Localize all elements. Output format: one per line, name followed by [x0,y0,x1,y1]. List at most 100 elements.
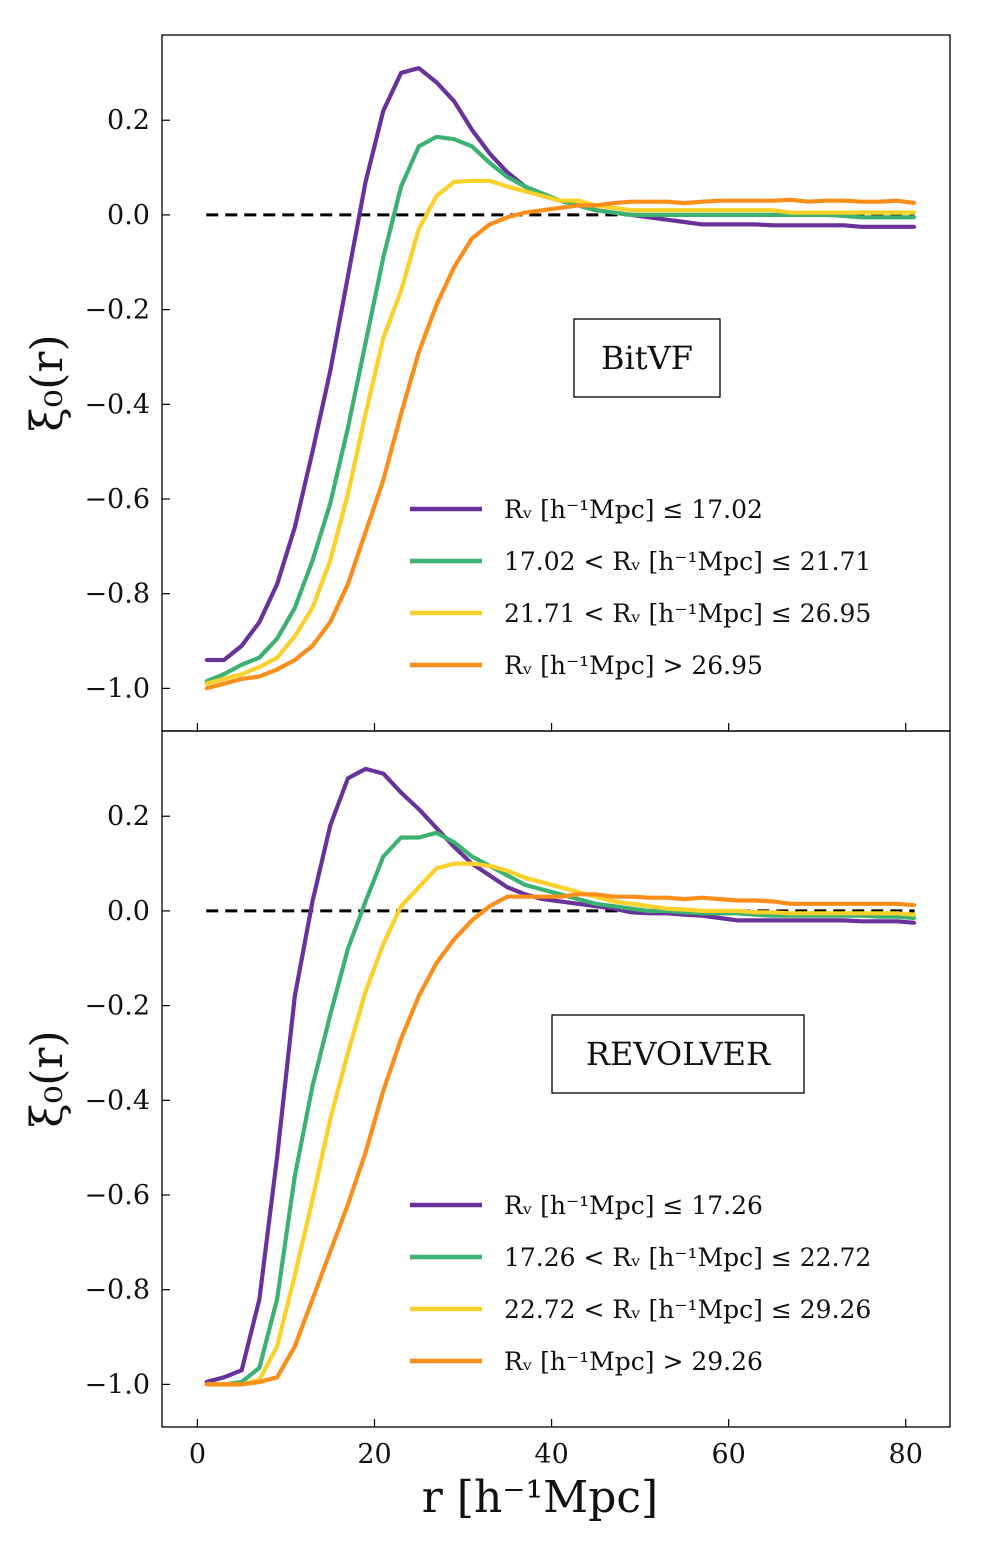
data-point [275,1297,279,1301]
data-point [257,675,261,679]
data-point [310,606,315,610]
data-point [222,672,226,676]
data-point [257,620,261,624]
data-point [806,918,810,923]
y-tick-label: −0.6 [84,1180,150,1211]
catalog-label-box [573,318,721,398]
data-point [771,910,775,914]
data-point [381,772,385,776]
data-point [842,211,846,215]
data-point [824,223,828,227]
y-tick-label: 0.2 [107,801,150,832]
data-point [523,883,527,887]
data-point [346,1051,350,1055]
data-point [877,911,881,915]
data-point [913,916,917,920]
data-point [434,135,439,139]
data-point [399,791,403,795]
y-tick-label: −0.6 [84,484,150,515]
data-point [629,200,633,204]
data-point [452,937,456,941]
data-point [913,211,917,215]
data-point [647,213,651,217]
data-point [558,895,563,899]
data-point [310,559,315,563]
data-point [488,161,492,165]
data-point [877,211,881,215]
data-point [399,835,403,840]
data-point [718,199,722,203]
y-tick-label: 0.0 [107,896,150,927]
data-point [629,895,633,899]
data-point [275,1155,279,1159]
catalog-label-box [551,1014,805,1094]
data-point [417,350,421,354]
data-point [434,194,439,198]
data-point [293,606,297,610]
data-point [576,902,580,906]
data-point [859,200,864,204]
data-point [824,199,828,203]
data-point [222,1382,226,1386]
data-point [895,199,899,203]
data-point [594,902,598,906]
data-point [275,1375,279,1379]
data-point [399,1037,403,1041]
data-point [895,902,899,906]
data-point [877,200,881,204]
data-point [594,208,598,212]
data-point [753,910,757,914]
data-point [310,1198,315,1202]
data-point [452,180,456,184]
data-point [470,918,474,923]
y-tick-label: −1.0 [84,1369,150,1400]
data-point [824,902,828,906]
data-point [700,200,704,204]
data-point [612,899,616,904]
data-point [240,1382,244,1386]
data-point [735,208,740,212]
data-point [346,776,350,780]
data-point [523,895,527,899]
data-point [612,206,616,210]
data-point [505,184,509,189]
data-point [771,899,775,904]
data-point [665,896,669,900]
data-point [576,897,580,901]
data-point [789,911,793,915]
data-point [417,227,421,231]
data-point [718,222,722,226]
data-point [452,845,456,849]
data-point [806,211,810,215]
data-point [293,1273,297,1278]
data-point [612,895,616,899]
data-point [488,904,492,908]
data-point [275,1344,279,1349]
data-point [558,199,563,203]
legend-label: 22.72 < Rᵥ [h⁻¹Mpc] ≤ 29.26 [504,1295,871,1324]
data-point [842,918,846,923]
data-point [700,222,704,226]
data-point [682,907,687,912]
data-point [913,921,917,925]
data-point [859,225,864,229]
data-point [346,1202,350,1207]
x-tick-label: 40 [534,1439,568,1470]
data-point [771,914,775,918]
data-point [505,869,509,873]
data-point [735,918,740,923]
data-point [629,208,633,212]
data-point [647,904,651,908]
data-point [913,225,917,229]
data-point [240,1368,244,1372]
data-point [859,919,864,923]
data-point [612,201,616,205]
data-point [204,682,208,686]
data-point [913,903,917,907]
data-point [735,222,740,226]
data-point [913,913,917,917]
legend-label: Rᵥ [h⁻¹Mpc] > 26.95 [504,651,763,680]
data-point [452,99,456,103]
data-point [735,898,740,903]
data-point [346,947,350,951]
